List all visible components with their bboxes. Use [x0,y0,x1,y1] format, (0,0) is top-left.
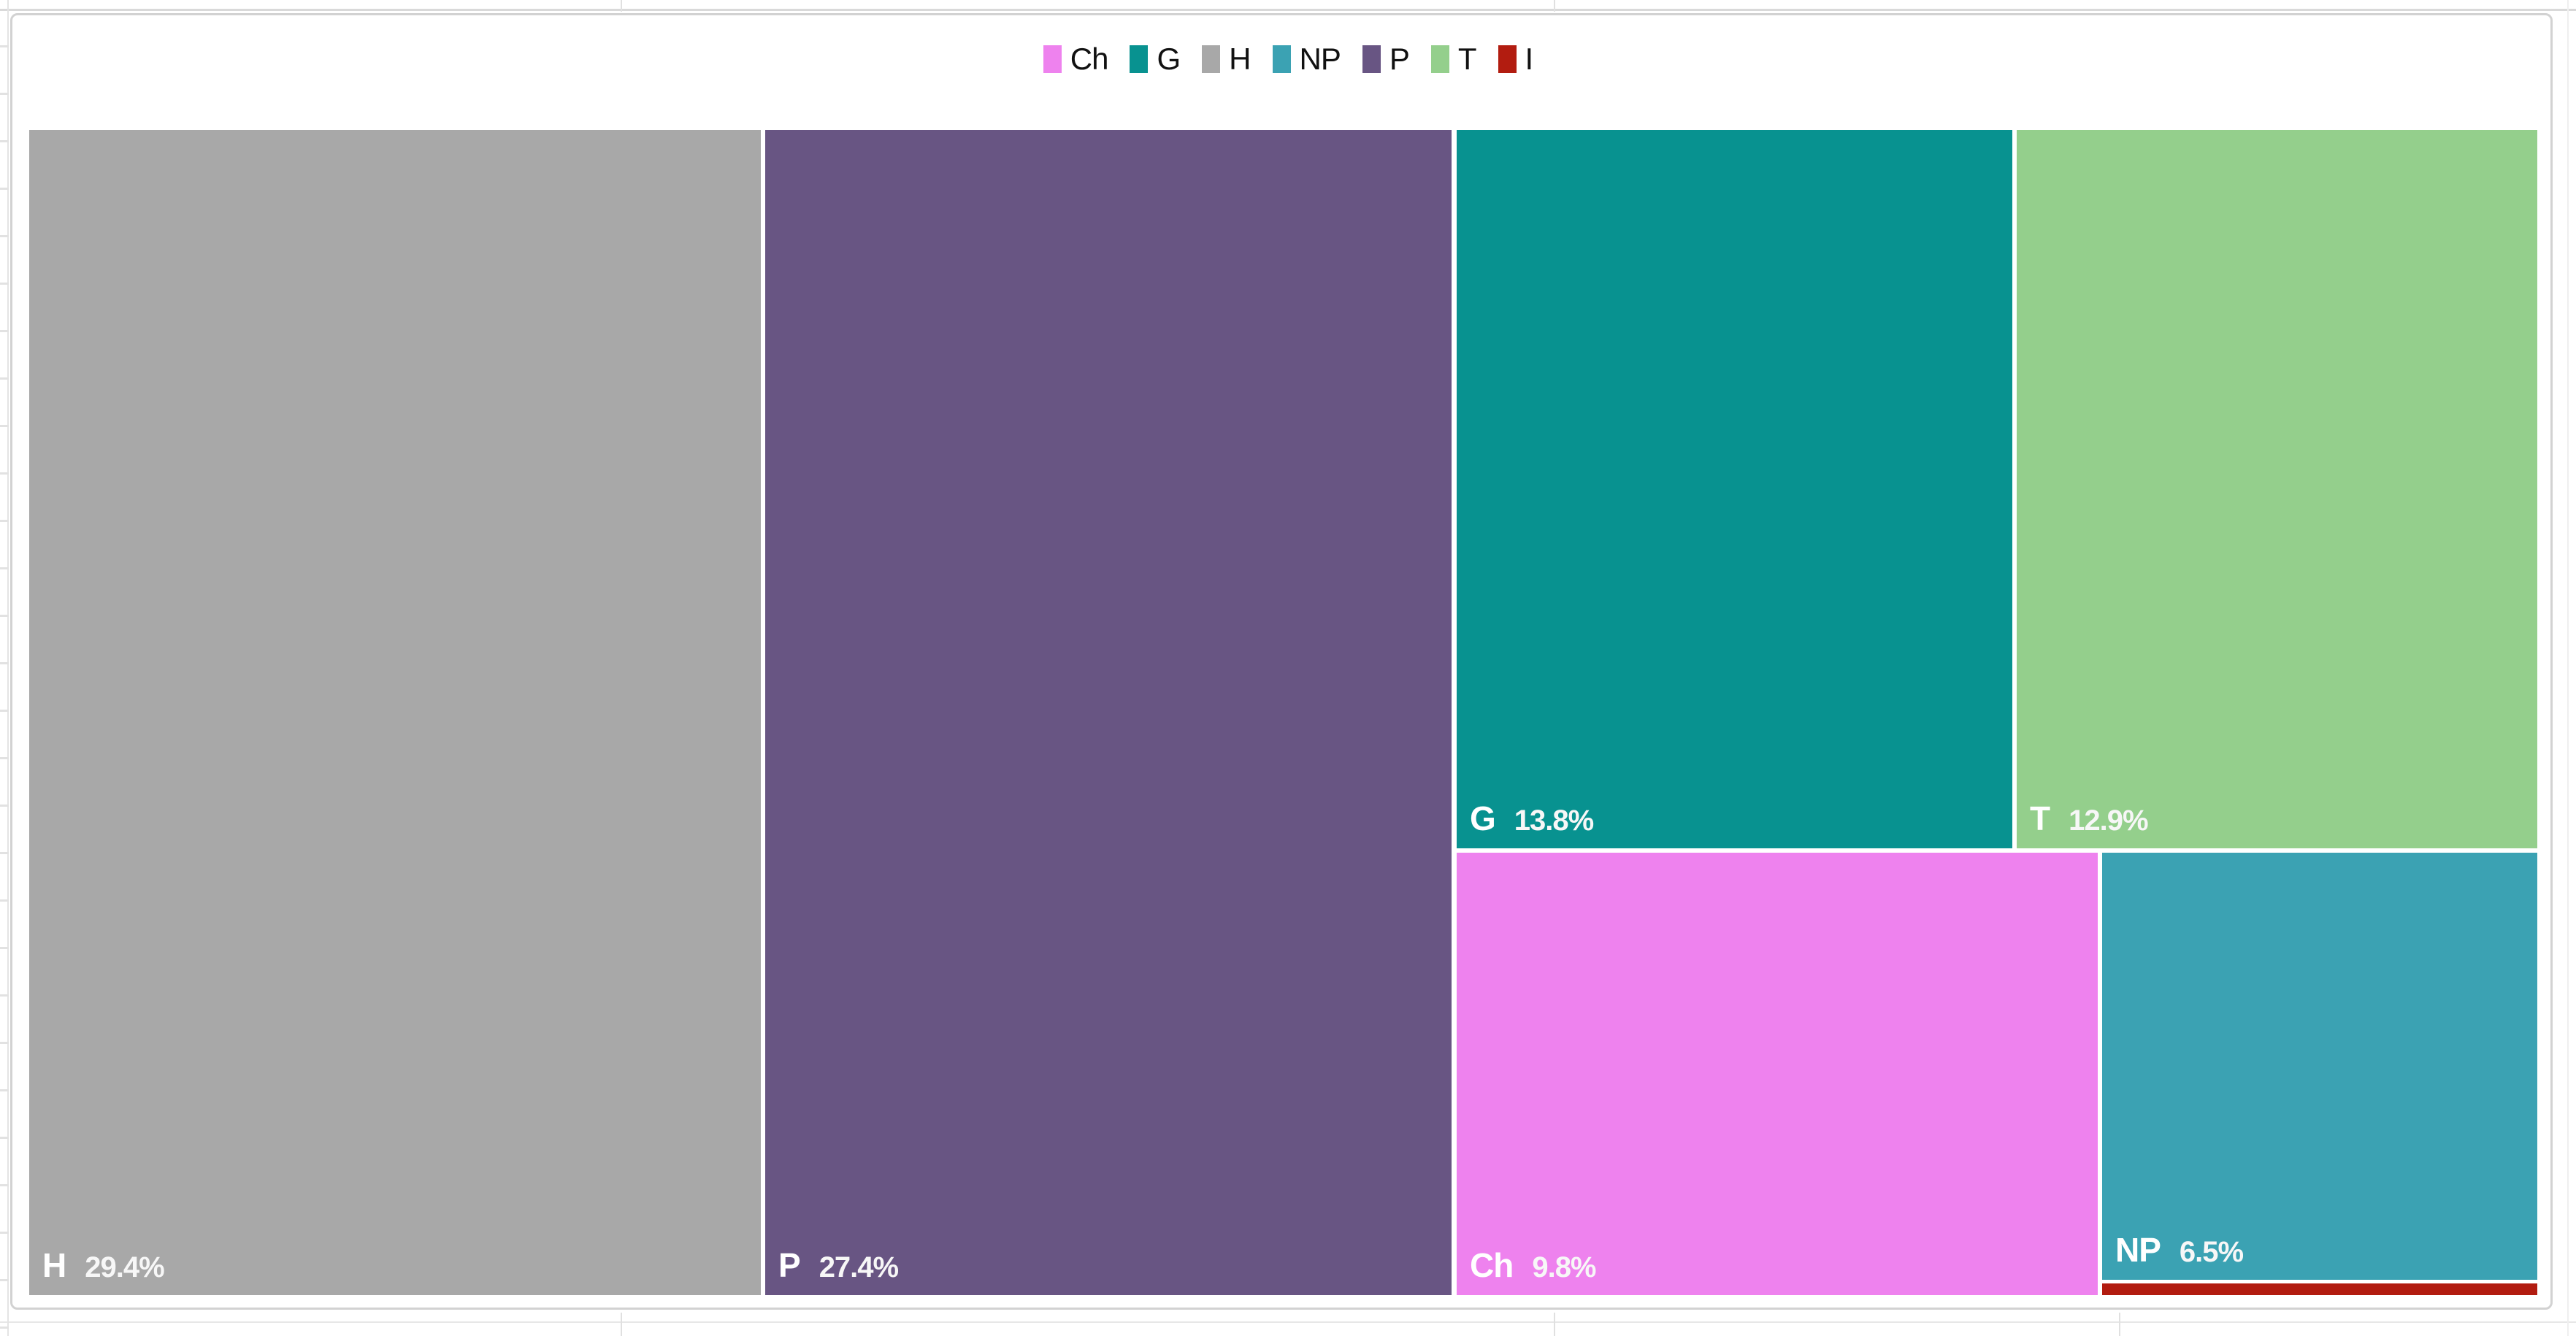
treemap-tile-h[interactable]: H 29.4% [29,130,761,1295]
tile-label: Ch 9.8% [1457,1245,1597,1295]
sheet-gridline [2567,0,2569,1336]
legend-label: NP [1299,42,1341,76]
sheet-gridline [0,0,9,1336]
legend-swatch-i [1498,45,1517,73]
treemap-tile-i[interactable] [2102,1283,2537,1295]
tile-percent-label: 6.5% [2179,1236,2244,1268]
tile-label: NP 6.5% [2102,1230,2244,1280]
treemap-tile-np[interactable]: NP 6.5% [2102,853,2537,1280]
legend-item-i[interactable]: I [1498,44,1533,74]
tile-label: G 13.8% [1457,799,1594,848]
treemap-tile-ch[interactable]: Ch 9.8% [1457,853,2098,1295]
legend-item-ch[interactable]: Ch [1043,44,1108,74]
sheet-gridline [621,0,622,12]
chart-legend: Ch G H NP P T I [0,44,2576,74]
treemap-tile-t[interactable]: T 12.9% [2017,130,2537,848]
tile-category-label: H [42,1246,66,1284]
treemap-tile-g[interactable]: G 13.8% [1457,130,2012,848]
legend-item-t[interactable]: T [1430,42,1477,76]
sheet-gridline [0,1321,2576,1323]
sheet-gridline [1554,1313,1555,1336]
tile-percent-label: 9.8% [1532,1251,1596,1283]
legend-swatch-g [1130,45,1149,73]
sheet-gridline [621,1313,622,1336]
legend-item-np[interactable]: NP [1272,42,1341,76]
legend-swatch-p [1362,45,1381,73]
legend-label: G [1157,42,1181,76]
legend-item-h[interactable]: H [1202,42,1251,76]
sheet-gridline [1554,0,1555,12]
sheet-gridline [2119,1313,2120,1336]
legend-swatch-h [1202,45,1221,73]
legend-swatch-np [1272,45,1291,73]
sheet-gridline [0,9,2576,11]
tile-label: T 12.9% [2017,799,2149,848]
tile-label: P 27.4% [765,1245,899,1295]
legend-label: I [1525,42,1534,76]
treemap-tile-p[interactable]: P 27.4% [765,130,1452,1295]
tile-percent-label: 29.4% [85,1251,164,1283]
legend-label: Ch [1070,42,1109,76]
tile-percent-label: 13.8% [1514,805,1594,837]
legend-item-p[interactable]: P [1362,42,1410,76]
legend-swatch-t [1430,45,1449,73]
legend-label: T [1457,42,1477,76]
tile-percent-label: 12.9% [2069,805,2148,837]
legend-item-g[interactable]: G [1130,42,1181,76]
tile-label: H 29.4% [29,1245,165,1295]
tile-category-label: G [1470,799,1496,837]
legend-label: H [1229,42,1251,76]
legend-label: P [1389,42,1410,76]
tile-category-label: P [778,1246,801,1284]
tile-percent-label: 27.4% [819,1251,899,1283]
legend-swatch-ch [1043,45,1062,73]
tile-category-label: T [2030,799,2050,837]
tile-category-label: NP [2115,1231,2161,1269]
tile-category-label: Ch [1470,1246,1514,1284]
